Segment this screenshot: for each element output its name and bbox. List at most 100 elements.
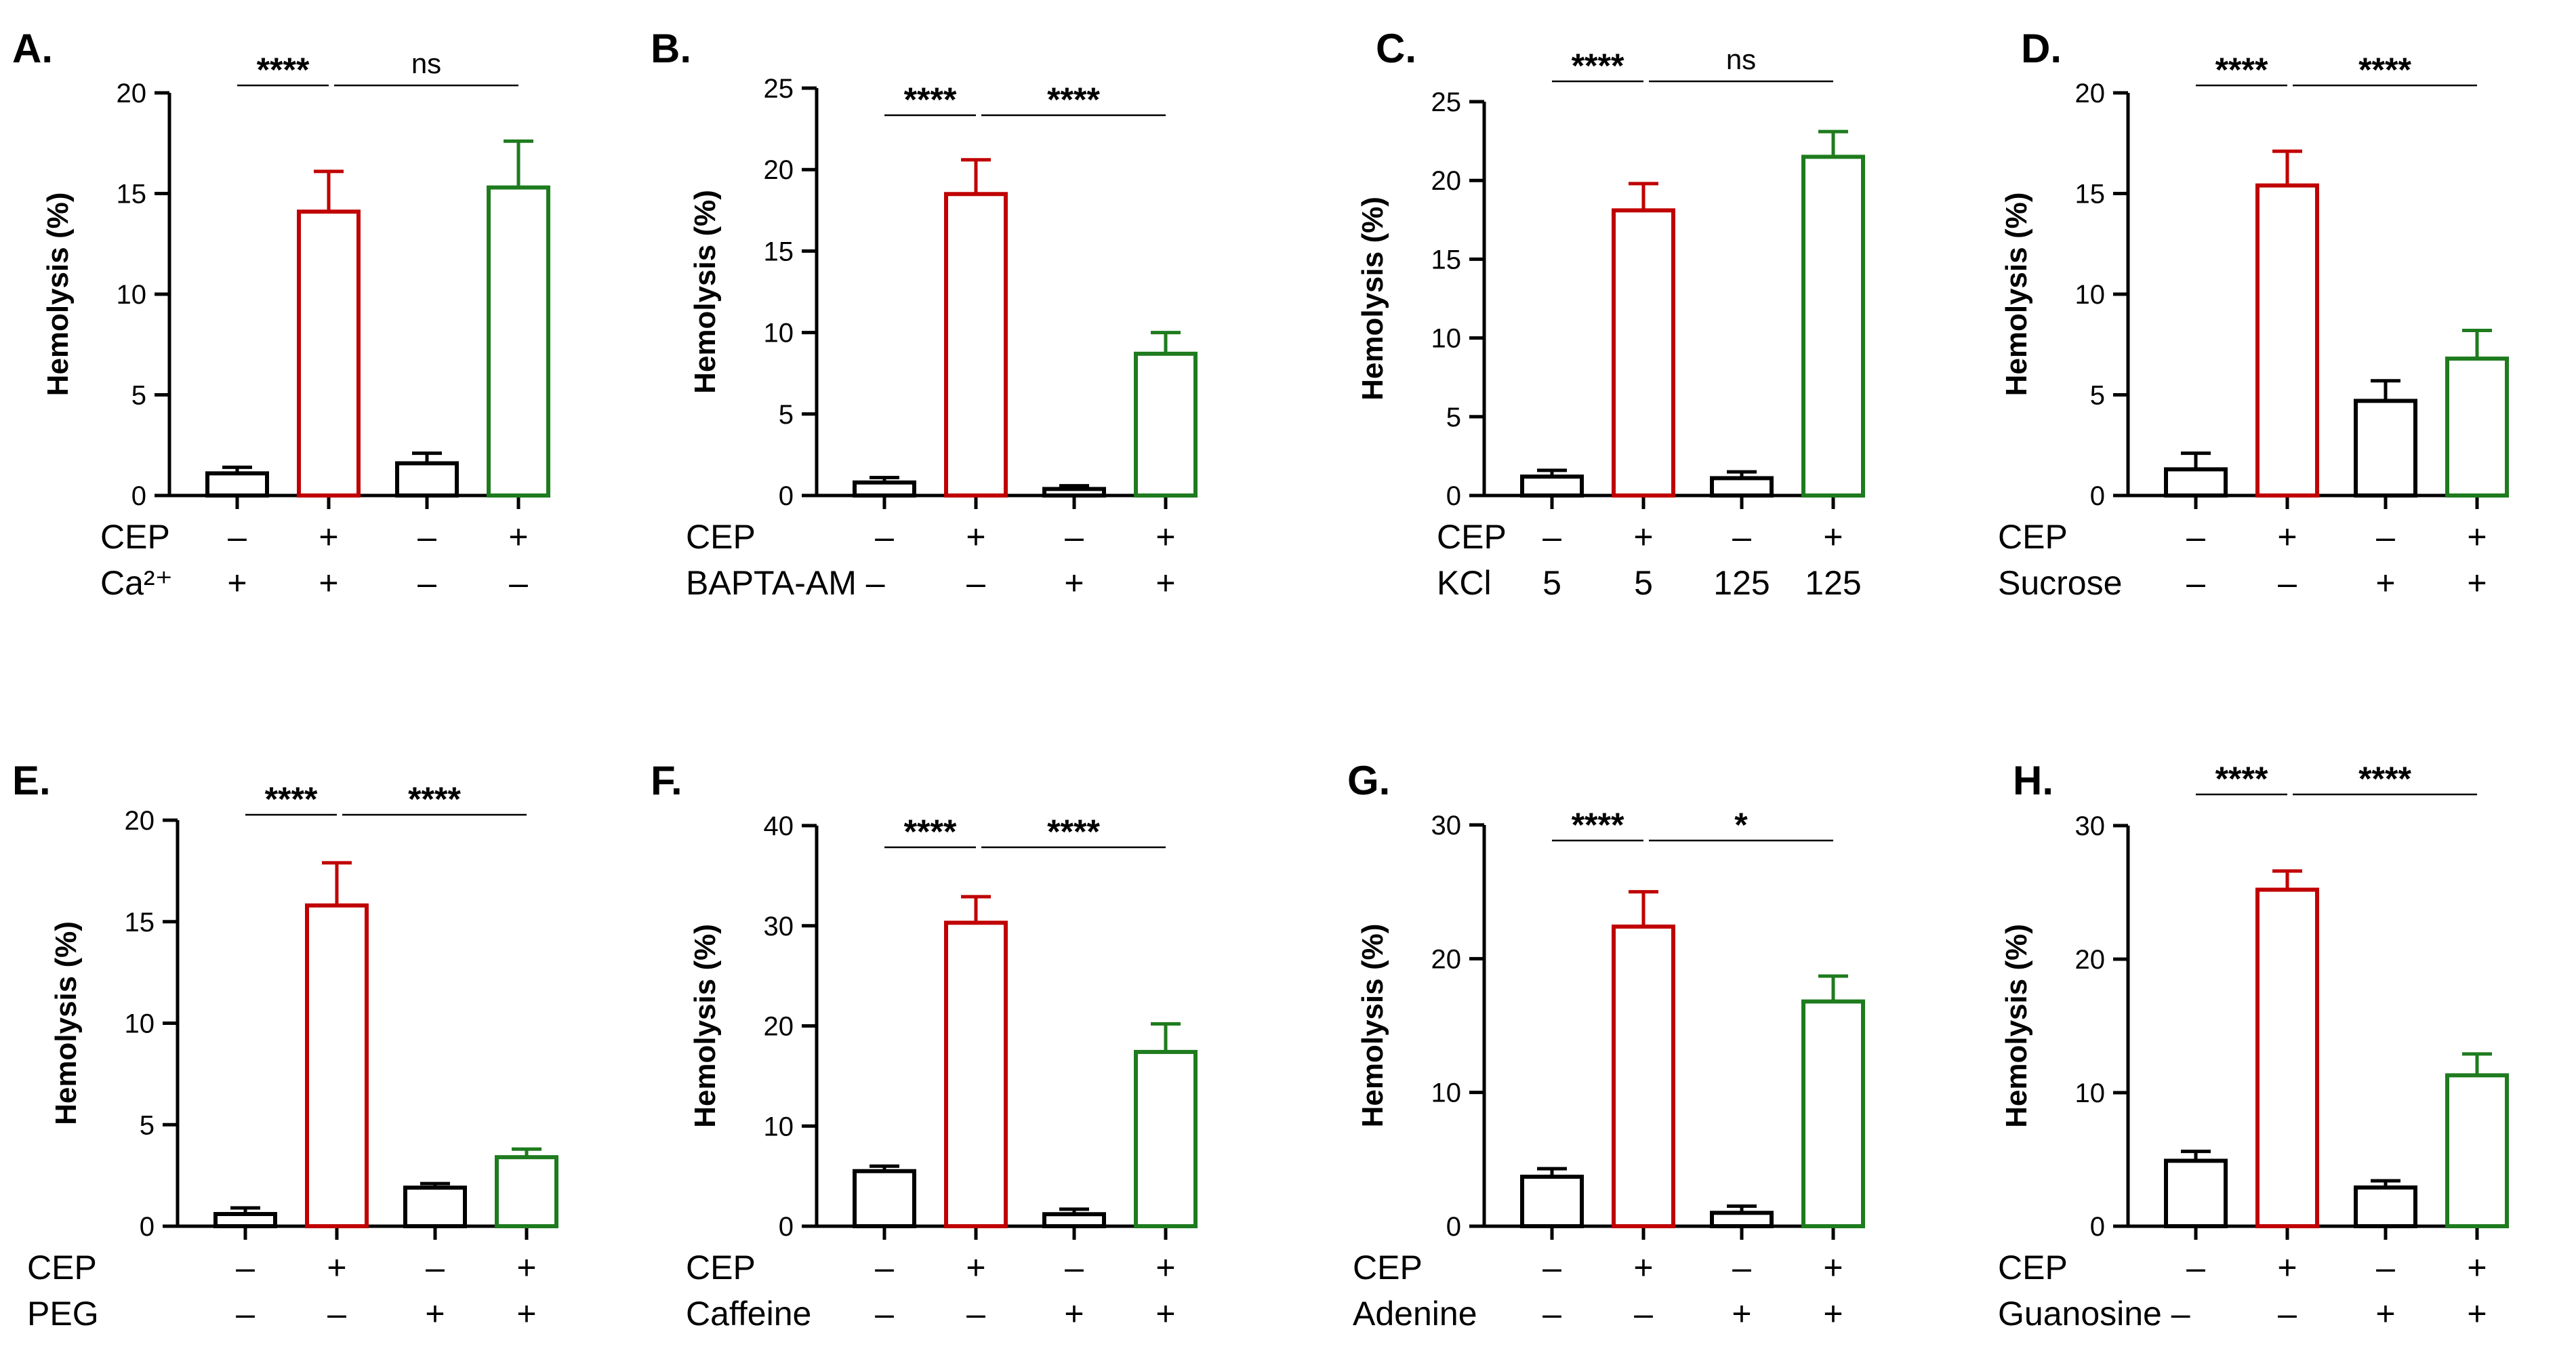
bar: [2164, 467, 2228, 498]
bar: [944, 192, 1008, 498]
condition-value: +: [516, 1249, 536, 1287]
condition-value: –: [966, 564, 985, 602]
condition-value: 5: [1542, 564, 1561, 602]
condition-value: +: [2467, 518, 2487, 556]
condition-value: –: [228, 518, 247, 556]
condition-value: –: [2186, 564, 2205, 602]
condition-value: –: [1732, 1249, 1751, 1287]
condition-label: Sucrose: [1998, 564, 2122, 602]
y-tick-label: 30: [764, 912, 794, 942]
y-tick-label: 10: [764, 319, 794, 348]
y-axis-label: Hemolysis (%): [2000, 924, 2033, 1128]
bar: [487, 185, 550, 498]
condition-value: 5: [1634, 564, 1653, 602]
y-tick-label: 0: [2090, 1212, 2105, 1242]
condition-label: CEP: [1998, 1249, 2068, 1287]
condition-label: CEP: [1998, 518, 2068, 556]
condition-value: +: [1156, 564, 1175, 602]
condition-value: –: [2376, 1249, 2395, 1287]
y-tick-label: 20: [764, 1012, 794, 1042]
condition-label: Ca²⁺: [100, 564, 173, 602]
panel-letter: E.: [12, 758, 51, 803]
bar: [305, 903, 369, 1229]
condition-value: –: [2278, 564, 2297, 602]
condition-value: –: [2186, 518, 2205, 556]
condition-value: –: [1542, 518, 1561, 556]
condition-value: –: [1732, 518, 1751, 556]
bar: [1612, 924, 1675, 1229]
condition-value: +: [319, 564, 338, 602]
panel-letter: H.: [2013, 758, 2053, 803]
condition-value: +: [425, 1295, 445, 1333]
significance-label: ****: [1047, 81, 1100, 119]
panel-letter: G.: [1347, 758, 1390, 803]
condition-value: –: [417, 564, 436, 602]
bar: [1520, 1174, 1584, 1229]
condition-label: CEP: [686, 518, 756, 556]
condition-value: –: [875, 1249, 894, 1287]
significance-label: ****: [1572, 806, 1624, 844]
chart-panel-b: B. Hemolysis (%) 0 5 10 15 20 25 CEP – + – + BAPTA-AM…: [651, 26, 1198, 602]
y-tick-label: 40: [764, 811, 794, 841]
condition-value: –: [2186, 1249, 2205, 1287]
condition-value: –: [327, 1295, 346, 1333]
chart-panel-h: H. Hemolysis (%) 0 10 20 30 CEP – + – + Guanosine –…: [1998, 758, 2509, 1333]
bar: [297, 209, 361, 498]
y-axis-label: Hemolysis (%): [49, 921, 83, 1125]
y-tick-label: 0: [779, 481, 794, 511]
condition-label: CEP: [1437, 518, 1507, 556]
significance-label: ****: [1047, 813, 1100, 851]
bar: [205, 471, 269, 498]
condition-value: 125: [1713, 564, 1770, 602]
condition-value: +: [2467, 1295, 2487, 1333]
significance-label: ****: [257, 51, 310, 89]
condition-value: –: [509, 564, 528, 602]
condition-value: –: [1542, 1249, 1561, 1287]
y-tick-label: 25: [1431, 87, 1462, 117]
condition-value: –: [417, 518, 436, 556]
y-tick-label: 15: [1431, 245, 1462, 275]
bar: [2354, 399, 2417, 498]
y-tick-label: 15: [2075, 180, 2106, 209]
y-axis-label: Hemolysis (%): [41, 193, 75, 397]
condition-value: +: [1633, 518, 1653, 556]
panel-letter: C.: [1376, 26, 1416, 71]
bar: [2445, 357, 2509, 498]
y-tick-label: 15: [764, 237, 794, 266]
y-tick-label: 5: [1446, 403, 1461, 432]
y-tick-label: 20: [2075, 945, 2106, 975]
significance-label: ****: [2215, 760, 2268, 798]
bar: [1042, 1212, 1106, 1229]
condition-value: +: [227, 564, 247, 602]
y-tick-label: 30: [2075, 811, 2106, 841]
y-tick-label: 0: [2090, 481, 2105, 511]
condition-value: –: [426, 1249, 445, 1287]
condition-value: +: [1156, 1295, 1175, 1333]
significance-label: ****: [904, 81, 957, 119]
significance-label: ****: [408, 780, 461, 818]
y-axis-label: Hemolysis (%): [689, 190, 722, 394]
condition-value: –: [236, 1249, 255, 1287]
panel-letter: B.: [651, 26, 691, 71]
condition-value: +: [516, 1295, 536, 1333]
y-tick-label: 25: [764, 74, 794, 104]
condition-value: +: [2277, 1249, 2297, 1287]
y-axis-label: Hemolysis (%): [2000, 193, 2033, 397]
condition-value: 125: [1805, 564, 1861, 602]
condition-label: CEP: [27, 1249, 97, 1287]
condition-value: –: [1542, 1295, 1561, 1333]
y-tick-label: 10: [117, 280, 147, 310]
y-tick-label: 15: [117, 180, 147, 209]
y-tick-label: 5: [779, 400, 794, 430]
y-tick-label: 0: [131, 481, 146, 511]
condition-value: +: [2467, 564, 2487, 602]
bar: [1042, 487, 1106, 498]
bar: [213, 1212, 277, 1229]
bar: [2164, 1158, 2228, 1228]
y-tick-label: 10: [2075, 280, 2106, 310]
y-tick-label: 20: [117, 79, 147, 108]
condition-value: –: [875, 1295, 894, 1333]
bar: [1612, 208, 1675, 498]
bar: [2255, 887, 2319, 1229]
